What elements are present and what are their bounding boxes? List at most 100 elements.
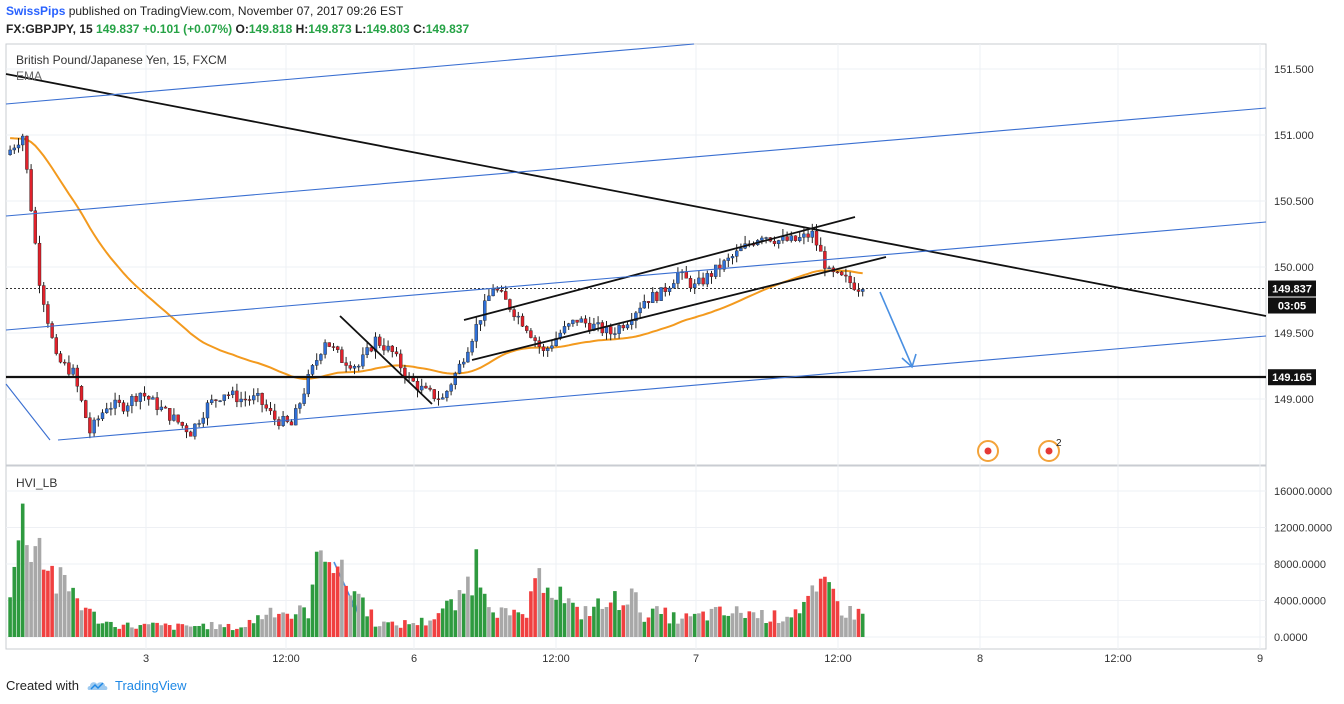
volume-bar — [638, 612, 642, 637]
volume-bar — [776, 622, 781, 637]
volume-bar — [760, 610, 764, 637]
volume-bar — [831, 588, 836, 637]
rising-channel-top — [463, 216, 856, 321]
candle-body — [151, 397, 155, 400]
volume-bar — [785, 616, 789, 637]
drawings[interactable] — [5, 43, 1267, 613]
candle-body — [298, 403, 302, 409]
candle-body — [176, 414, 180, 423]
volume-bar — [75, 598, 80, 637]
volume-bar — [113, 627, 117, 637]
volume-bar — [743, 617, 747, 637]
candle-body — [167, 408, 172, 421]
volume-bar — [407, 624, 411, 637]
candle-body — [146, 396, 151, 400]
candle-body — [37, 242, 42, 286]
price-tag-label: 149.165 — [1272, 372, 1312, 384]
candle-body — [239, 398, 243, 403]
candle-body — [247, 399, 252, 401]
candle-body — [197, 423, 201, 425]
event-marker[interactable]: 2 — [1038, 438, 1062, 462]
volume-bar — [344, 585, 348, 637]
volume-bar — [29, 561, 33, 637]
volume-bar — [764, 623, 768, 637]
volume-bar — [692, 613, 697, 637]
candle-body — [491, 288, 495, 297]
candle-body — [588, 322, 592, 331]
volume-bar — [62, 574, 67, 637]
candle-body — [134, 395, 138, 402]
volume-bar — [701, 611, 705, 637]
event-marker[interactable] — [977, 440, 999, 462]
event-marker-dot — [984, 447, 992, 455]
volume-bar — [600, 608, 605, 637]
price-tick-label: 150.000 — [1274, 262, 1314, 274]
candle-body — [848, 275, 852, 284]
open-value: 149.818 — [248, 22, 293, 36]
candle-body — [251, 395, 256, 401]
candle-body — [424, 385, 428, 389]
volume-bar — [587, 616, 592, 637]
candle-body — [495, 288, 499, 291]
candle-body — [436, 398, 441, 400]
volume-bar — [125, 622, 130, 637]
volume-bar — [449, 599, 453, 637]
volume-bar — [33, 546, 38, 637]
indicator-label: EMA — [16, 69, 42, 83]
candle-body — [180, 421, 185, 426]
candle-body — [310, 365, 315, 375]
volume-bar — [365, 616, 369, 637]
candle-body — [827, 267, 831, 270]
candle-body — [155, 397, 159, 410]
event-markers[interactable]: 2 — [977, 438, 1062, 462]
volume-bar — [272, 617, 277, 637]
channel-line-1 — [5, 43, 695, 105]
pane-title: British Pound/Japanese Yen, 15, FXCM — [16, 53, 227, 67]
minor-trendline — [339, 315, 433, 405]
candle-body — [230, 390, 235, 395]
candle-body — [449, 384, 453, 392]
volume-bar — [41, 569, 46, 637]
volume-bar — [176, 623, 180, 637]
volume-bar — [46, 570, 50, 637]
volume-bar — [856, 608, 861, 637]
volume-bar — [289, 618, 294, 637]
candle-body — [130, 395, 134, 406]
volume-bar — [583, 606, 588, 637]
volume-bar — [386, 622, 390, 637]
price-pane[interactable] — [5, 43, 1267, 466]
candle-body — [567, 323, 571, 327]
candle-body — [667, 287, 672, 292]
volume-bar — [159, 625, 164, 637]
tradingview-link[interactable]: TradingView — [114, 678, 187, 693]
candle-body — [730, 256, 735, 259]
volume-title: HVI_LB — [16, 476, 57, 490]
volume-bar — [457, 590, 462, 637]
volume-bar — [848, 605, 852, 637]
volume-bar — [499, 607, 504, 637]
volume-bar — [209, 621, 214, 637]
volume-bar — [793, 609, 798, 637]
volume-bar — [562, 603, 567, 637]
volume-bar — [797, 613, 802, 637]
candle-body — [609, 326, 613, 335]
candle-body — [214, 399, 218, 401]
volume-bar — [138, 625, 143, 637]
volume-bar — [487, 607, 491, 637]
volume-bar — [684, 613, 689, 637]
volume-bar — [575, 606, 579, 637]
volume-bar — [474, 549, 479, 637]
volume-bar — [718, 606, 722, 637]
volume-tick-label: 8000.0000 — [1274, 559, 1326, 571]
time-tick-label: 9 — [1257, 653, 1263, 665]
candle-body — [201, 417, 206, 424]
volume-bar — [79, 610, 84, 637]
candle-body — [205, 402, 210, 419]
volume-bar — [323, 561, 327, 637]
author-link[interactable]: SwissPips — [6, 4, 66, 18]
candle-body — [672, 283, 676, 289]
volume-bar — [12, 566, 17, 637]
symbol[interactable]: FX:GBPJPY, 15 — [6, 22, 93, 36]
volume-bar — [810, 585, 815, 637]
